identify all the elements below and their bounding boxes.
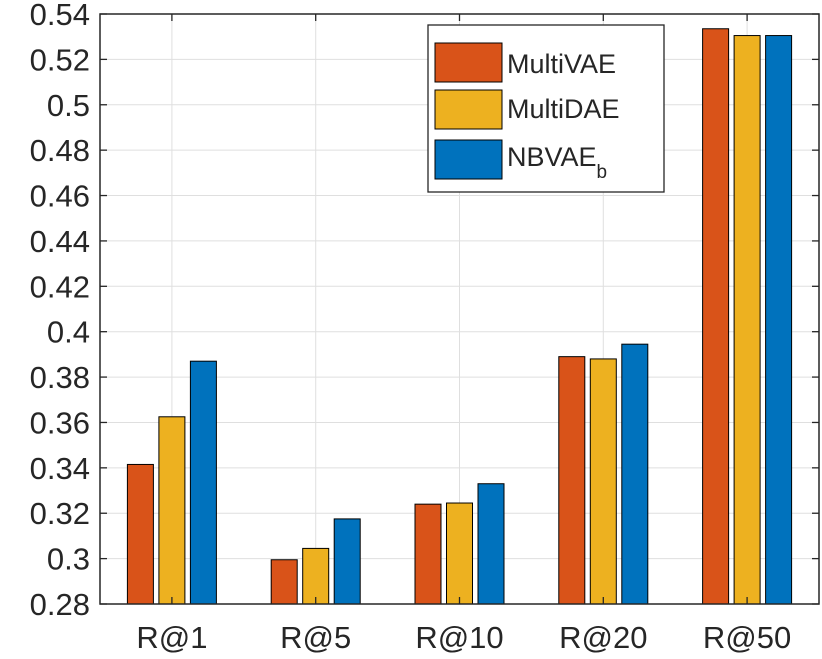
y-tick-label: 0.52 (30, 42, 90, 77)
y-tick-label: 0.4 (47, 315, 90, 350)
y-tick-label: 0.3 (47, 542, 90, 577)
y-axis-ticks: 0.28 0.3 0.32 0.34 0.36 0.38 0.4 0.42 0.44 0.46 0.… (30, 0, 819, 622)
y-tick-label: 0.34 (30, 451, 90, 486)
legend-label-nbvae-b: NBVAEb (507, 142, 607, 183)
y-tick-label: 0.38 (30, 360, 90, 395)
x-tick-label-r-1: R@1 (136, 620, 207, 655)
legend-label-multivae: MultiVAE (507, 49, 616, 79)
y-tick-label: 0.48 (30, 133, 90, 168)
bar-multivae-r-50 (702, 28, 730, 605)
y-tick-label: 0.36 (30, 405, 90, 440)
x-tick-label-r-50: R@50 (703, 620, 791, 655)
y-tick-label: 0.42 (30, 269, 90, 304)
bar-multidae-r-1 (158, 416, 186, 605)
bar-multidae-r-50 (733, 35, 761, 605)
legend-label-nbvae-subscript: b (597, 162, 608, 183)
y-tick-label: 0.46 (30, 179, 90, 214)
bar-multidae-r-5 (302, 547, 330, 605)
legend-label-nbvae-main: NBVAE (507, 142, 597, 172)
x-tick-label-r-5: R@5 (280, 620, 351, 655)
legend-label-multidae: MultiDAE (507, 94, 620, 124)
bar-nbvaeb-r-10 (477, 483, 505, 605)
bar-multivae-r-20 (558, 356, 586, 605)
bar-nbvaeb-r-50 (765, 35, 793, 605)
bar-multivae-r-1 (126, 463, 154, 605)
bar-nbvaeb-r-5 (333, 518, 361, 605)
y-tick-label: 0.44 (30, 224, 90, 259)
x-tick-label-r-10: R@10 (415, 620, 503, 655)
y-tick-label: 0.54 (30, 0, 90, 32)
bar-multivae-r-10 (414, 503, 442, 605)
y-tick-label: 0.5 (47, 88, 90, 123)
legend: MultiVAE MultiDAE NBVAEb (427, 24, 665, 193)
legend-swatch-nbvae-b (434, 139, 503, 180)
legend-swatch-multidae (434, 89, 503, 130)
bar-multidae-r-10 (446, 502, 473, 605)
bar-nbvaeb-r-20 (621, 343, 649, 605)
y-tick-label: 0.32 (30, 496, 90, 531)
bars (126, 28, 793, 605)
x-tick-label-r-20: R@20 (559, 620, 647, 655)
y-tick-label: 0.28 (30, 587, 90, 622)
bar-nbvaeb-r-1 (189, 360, 217, 605)
bar-multidae-r-20 (589, 358, 617, 605)
bar-multivae-r-5 (270, 559, 298, 605)
x-axis-ticks: R@1 R@5 R@10 R@20 R@50 (136, 14, 791, 655)
legend-swatch-multivae (434, 42, 503, 83)
